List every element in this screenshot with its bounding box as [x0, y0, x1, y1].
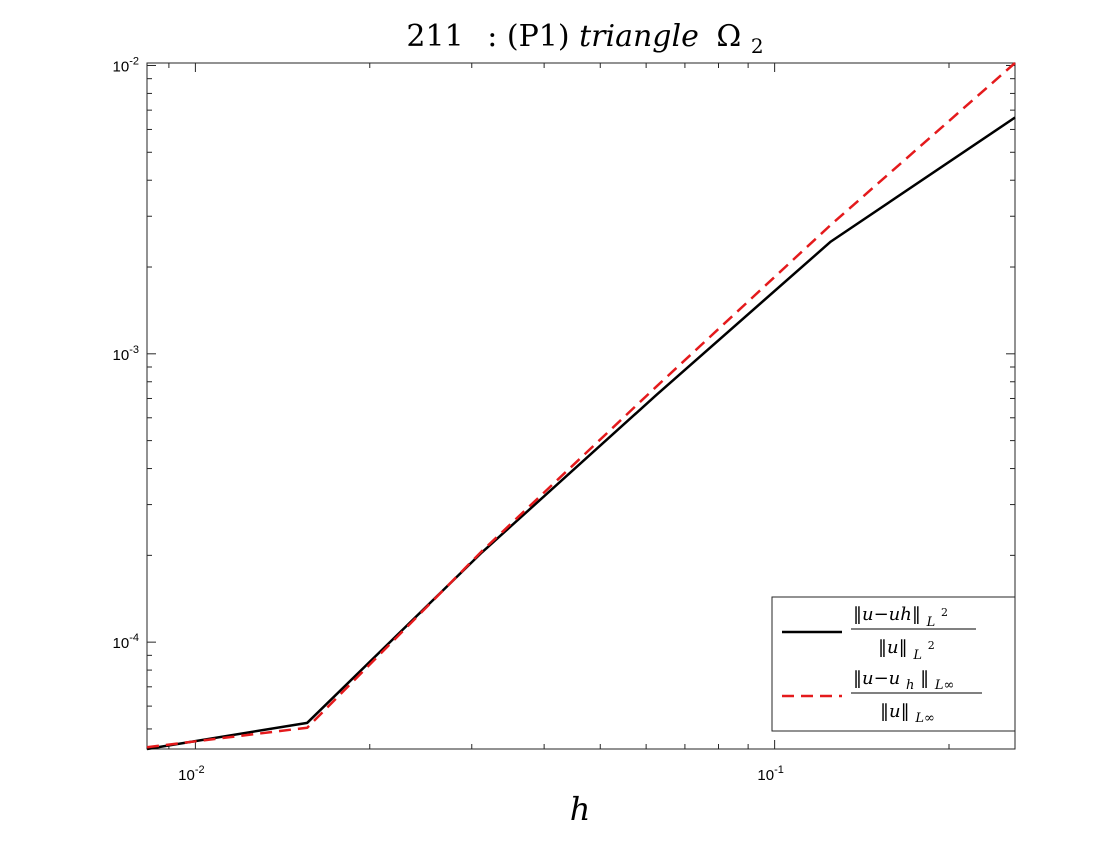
- title-omega: Ω: [716, 19, 741, 54]
- chart-title: 211 : (P1) triangle Ω 2: [406, 19, 763, 58]
- legend-l2-num-text: ‖u−uh‖: [853, 604, 921, 625]
- legend-linf-num-text: ‖u−u: [853, 668, 900, 689]
- y-tick-label: 10-3: [113, 344, 139, 364]
- x-tick-label: 10-2: [178, 764, 204, 784]
- series-line-0: [146, 116, 1016, 751]
- legend-l2-den-sub: L: [912, 648, 922, 663]
- y-tick-label: 10-2: [113, 55, 139, 75]
- legend-linf-num-sub: L∞: [934, 678, 954, 693]
- x-tick-label: 10-1: [757, 764, 783, 784]
- x-axis-label: h: [570, 790, 591, 828]
- legend: ‖u−uh‖ L 2 ‖u‖ L 2 ‖u−u h ‖ L∞ ‖u‖ L∞: [771, 596, 1016, 732]
- legend-linf-num-h: h: [906, 678, 914, 693]
- title-italic: triangle: [579, 19, 699, 54]
- legend-l2-num-sub: L: [926, 615, 936, 630]
- series-lines: [146, 62, 1016, 751]
- title-subscript: 2: [751, 34, 764, 58]
- legend-linf-num-close: ‖: [920, 668, 929, 689]
- legend-box: [771, 596, 1016, 732]
- legend-linf-numerator: ‖u−u h ‖ L∞: [853, 668, 954, 694]
- title-number: 211: [406, 19, 463, 54]
- tick-labels: 10-2 10-1 10-4 10-3 10-2: [113, 55, 784, 784]
- legend-l2-numerator: ‖u−uh‖ L 2: [853, 604, 948, 631]
- title-colon: : (P1): [487, 19, 579, 54]
- legend-l2-num-sup: 2: [941, 606, 948, 619]
- y-tick-label: 10-4: [113, 632, 139, 652]
- legend-l2-den-text: ‖u‖: [878, 637, 908, 658]
- legend-l2-denominator: ‖u‖ L 2: [878, 637, 935, 664]
- legend-linf-den-sub: L∞: [914, 711, 934, 726]
- legend-l2-den-sup: 2: [928, 639, 935, 652]
- legend-linf-denominator: ‖u‖ L∞: [880, 701, 935, 726]
- series-line-1: [146, 62, 1016, 749]
- legend-linf-den-text: ‖u‖: [880, 701, 910, 722]
